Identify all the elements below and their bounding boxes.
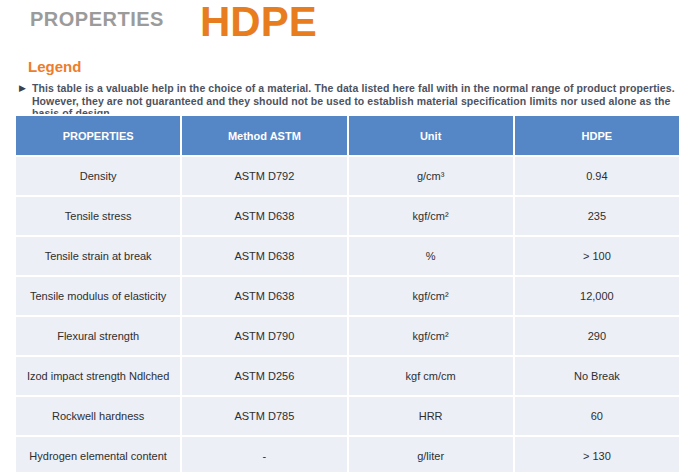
table-row: Tensile strain at break ASTM D638 % > 10… [15,236,680,276]
legend-note-line1: This table is a valuable help in the cho… [32,82,687,95]
cell-method: ASTM D785 [181,396,347,436]
datasheet-page: PROPERTIES HDPE Legend ▶ This table is a… [0,0,694,472]
cell-unit: g/liter [348,436,514,472]
table-row: Flexural strength ASTM D790 kgf/cm² 290 [15,316,680,356]
cell-property: Hydrogen elemental content [15,436,181,472]
bullet-arrow-icon: ▶ [19,82,26,95]
table-row: Tensile modulus of elasticity ASTM D638 … [15,276,680,316]
cell-property: Flexural strength [15,316,181,356]
cell-value: 0.94 [514,156,680,196]
cell-unit: % [348,236,514,276]
table-row: Izod impact strength Ndlched ASTM D256 k… [15,356,680,396]
cell-value: > 130 [514,436,680,472]
cell-property: Density [15,156,181,196]
cell-value: > 100 [514,236,680,276]
cell-method: ASTM D638 [181,276,347,316]
table-row: Rockwell hardness ASTM D785 HRR 60 [15,396,680,436]
cell-property: Tensile modulus of elasticity [15,276,181,316]
cell-property: Tensile stress [15,196,181,236]
cell-method: ASTM D256 [181,356,347,396]
table-row: Hydrogen elemental content - g/liter > 1… [15,436,680,472]
cell-method: ASTM D638 [181,196,347,236]
legend-heading: Legend [28,58,81,75]
cell-value: No Break [514,356,680,396]
properties-table-header: PROPERTIES Method ASTM Unit HDPE [15,115,680,156]
table-row: Density ASTM D792 g/cm³ 0.94 [15,156,680,196]
cell-unit: g/cm³ [348,156,514,196]
page-title: PROPERTIES [30,8,164,31]
material-title: HDPE [200,0,317,46]
col-header-hdpe: HDPE [514,115,680,156]
cell-value: 235 [514,196,680,236]
col-header-unit: Unit [348,115,514,156]
cell-value: 12,000 [514,276,680,316]
cell-property: Izod impact strength Ndlched [15,356,181,396]
cell-property: Rockwell hardness [15,396,181,436]
cell-method: ASTM D638 [181,236,347,276]
table-row: Tensile stress ASTM D638 kgf/cm² 235 [15,196,680,236]
cell-unit: HRR [348,396,514,436]
col-header-properties: PROPERTIES [15,115,181,156]
cell-unit: kgf cm/cm [348,356,514,396]
cell-unit: kgf/cm² [348,276,514,316]
cell-unit: kgf/cm² [348,196,514,236]
properties-table: PROPERTIES Method ASTM Unit HDPE Density… [14,114,681,472]
cell-value: 290 [514,316,680,356]
cell-method: ASTM D792 [181,156,347,196]
cell-method: - [181,436,347,472]
properties-table-body: Density ASTM D792 g/cm³ 0.94 Tensile str… [15,156,680,472]
col-header-method-astm: Method ASTM [181,115,347,156]
header-row: PROPERTIES Method ASTM Unit HDPE [15,115,680,156]
cell-unit: kgf/cm² [348,316,514,356]
cell-value: 60 [514,396,680,436]
cell-property: Tensile strain at break [15,236,181,276]
cell-method: ASTM D790 [181,316,347,356]
